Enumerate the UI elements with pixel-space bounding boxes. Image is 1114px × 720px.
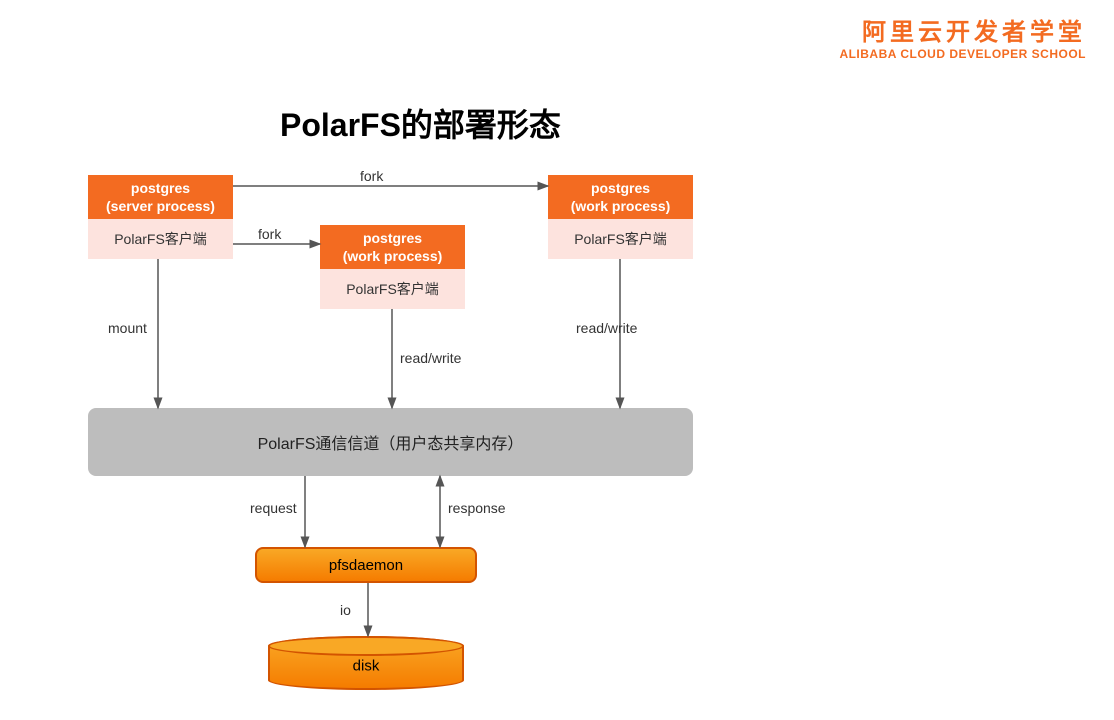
- node-server-header: postgres (server process): [88, 175, 233, 219]
- edge-label-mount: mount: [108, 320, 147, 336]
- brand-cn: 阿里云开发者学堂: [839, 12, 1086, 47]
- edge-label-request: request: [250, 500, 297, 516]
- edge-label-response: response: [448, 500, 506, 516]
- edge-label-rw2: read/write: [576, 320, 637, 336]
- brand-en: ALIBABA CLOUD DEVELOPER SCHOOL: [839, 47, 1086, 61]
- node-server: postgres (server process) PolarFS客户端: [88, 175, 233, 259]
- node-pfsdaemon: pfsdaemon: [255, 547, 477, 583]
- node-server-sub: PolarFS客户端: [88, 219, 233, 259]
- node-work1-header: postgres (work process): [320, 225, 465, 269]
- node-channel: PolarFS通信信道（用户态共享内存）: [88, 408, 693, 476]
- node-disk: disk: [268, 636, 464, 690]
- edge-label-rw1: read/write: [400, 350, 461, 366]
- diagram-title: PolarFS的部署形态: [280, 100, 561, 146]
- node-work1: postgres (work process) PolarFS客户端: [320, 225, 465, 309]
- node-work2: postgres (work process) PolarFS客户端: [548, 175, 693, 259]
- node-work2-header: postgres (work process): [548, 175, 693, 219]
- node-disk-label: disk: [268, 657, 464, 674]
- edge-label-fork_top: fork: [360, 168, 383, 184]
- edge-label-fork_mid: fork: [258, 226, 281, 242]
- node-work2-sub: PolarFS客户端: [548, 219, 693, 259]
- brand-block: 阿里云开发者学堂 ALIBABA CLOUD DEVELOPER SCHOOL: [839, 12, 1086, 61]
- edge-label-io: io: [340, 602, 351, 618]
- node-work1-sub: PolarFS客户端: [320, 269, 465, 309]
